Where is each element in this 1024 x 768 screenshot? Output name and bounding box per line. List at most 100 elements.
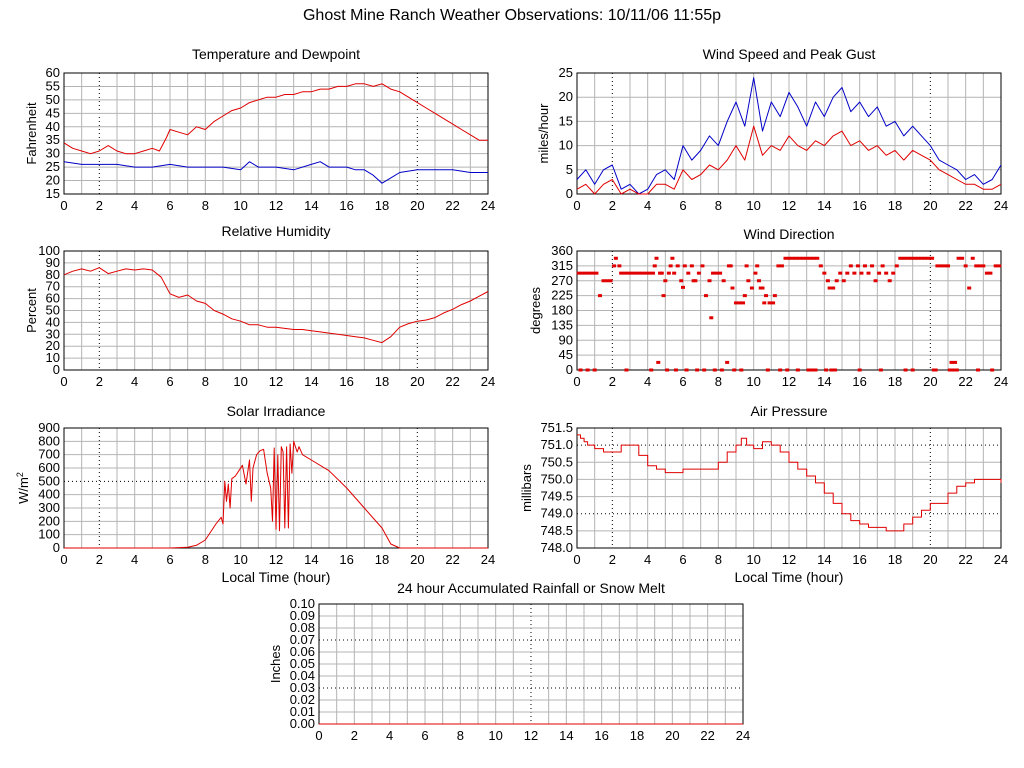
x-tick-label: 4 [386, 728, 393, 743]
y-tick-label: 90 [559, 332, 573, 347]
x-tick-label: 12 [782, 552, 796, 567]
x-tick-label: 8 [202, 198, 209, 213]
wind-direction-point [776, 264, 781, 268]
y-tick-label: 751.0 [540, 437, 573, 452]
y-tick-label: 751.5 [540, 420, 573, 435]
wind-direction-point [801, 256, 806, 260]
wind-direction-point [818, 264, 823, 268]
y-tick-label: 748.0 [540, 540, 573, 555]
x-tick-label: 16 [339, 198, 353, 213]
x-tick-label: 24 [994, 552, 1008, 567]
x-tick-label: 18 [888, 374, 902, 389]
x-tick-label: 0 [573, 374, 580, 389]
y-tick-label: 50 [46, 92, 60, 107]
wind-direction-point [862, 264, 867, 268]
y-tick-label: 100 [38, 243, 60, 258]
wind-direction-point [714, 271, 719, 275]
x-tick-label: 20 [923, 374, 937, 389]
wind-direction-point [841, 279, 846, 283]
y-tick-label: 225 [551, 288, 573, 303]
x-tick-label: 14 [817, 552, 831, 567]
wind-direction-point [728, 264, 733, 268]
chart-title: Temperature and Dewpoint [192, 46, 360, 62]
wind-direction-point [576, 271, 581, 275]
wind-direction-point [605, 279, 610, 283]
wind-direction-point [834, 279, 839, 283]
wind-direction-point [746, 279, 751, 283]
wind-direction-point [822, 271, 827, 275]
y-tick-label: 10 [559, 138, 573, 153]
wind-direction-point [700, 264, 705, 268]
chart-title: Wind Speed and Peak Gust [703, 46, 876, 62]
x-tick-label: 0 [315, 728, 322, 743]
wind-direction-point [633, 271, 638, 275]
wind-direction-point [663, 279, 668, 283]
x-tick-label: 24 [736, 728, 750, 743]
x-tick-label: 4 [644, 374, 651, 389]
x-tick-label: 6 [679, 552, 686, 567]
wind-direction-point [693, 279, 698, 283]
wind-direction-point [993, 264, 998, 268]
wind-direction-point [695, 368, 700, 372]
wind-direction-point [806, 368, 811, 372]
wind-direction-point [795, 368, 800, 372]
wind-direction-point [580, 271, 585, 275]
wind-direction-point [809, 368, 814, 372]
x-tick-label: 10 [233, 374, 247, 389]
wind-direction-point [702, 368, 707, 372]
x-tick-label: 14 [559, 728, 573, 743]
wind-direction-point [585, 368, 590, 372]
wind-direction-point [742, 294, 747, 298]
wind-direction-point [612, 264, 617, 268]
wind-direction-point [626, 271, 631, 275]
y-tick-label: 0.05 [290, 656, 315, 671]
y-tick-label: 25 [559, 65, 573, 80]
x-tick-label: 4 [131, 198, 138, 213]
x-tick-label: 14 [817, 374, 831, 389]
x-tick-label: 10 [746, 552, 760, 567]
wind-direction-point [949, 360, 954, 364]
wind-direction-point [915, 256, 920, 260]
wind-direction-point [709, 316, 714, 320]
x-tick-label: 4 [131, 552, 138, 567]
y-axis-label: W/m2 [15, 472, 31, 504]
y-tick-label: 0 [566, 362, 573, 377]
wind-direction-point [891, 271, 896, 275]
wind-direction-point [684, 368, 689, 372]
chart-rh: Relative Humidity01020304050607080901000… [24, 223, 495, 389]
y-tick-label: 45 [559, 347, 573, 362]
wind-direction-point [794, 256, 799, 260]
wind-direction-point [859, 271, 864, 275]
wind-direction-point [873, 279, 878, 283]
plot-frame [63, 427, 489, 549]
wind-direction-point [970, 256, 975, 260]
x-tick-label: 22 [700, 728, 714, 743]
wind-direction-point [825, 279, 830, 283]
wind-direction-point [670, 256, 675, 260]
wind-direction-point [636, 271, 641, 275]
plot-frame [63, 250, 489, 371]
chart-title: Air Pressure [750, 403, 827, 419]
y-tick-label: 5 [566, 162, 573, 177]
x-tick-label: 18 [630, 728, 644, 743]
x-tick-label: 12 [269, 552, 283, 567]
y-tick-label: 40 [46, 314, 60, 329]
wind-direction-point [930, 256, 935, 260]
series-line-0 [63, 83, 488, 155]
wind-direction-point [725, 360, 730, 364]
wind-direction-point [594, 271, 599, 275]
y-tick-label: 0.00 [290, 716, 315, 731]
x-axis-label: Local Time (hour) [222, 569, 331, 585]
series-line-0 [576, 77, 1002, 195]
wind-direction-point [785, 368, 790, 372]
wind-direction-point [753, 271, 758, 275]
wind-direction-point [597, 294, 602, 298]
y-tick-label: 0.08 [290, 620, 315, 635]
wind-direction-point [919, 256, 924, 260]
wind-direction-point [894, 264, 899, 268]
wind-direction-point [762, 301, 767, 305]
wind-direction-point [905, 256, 910, 260]
x-tick-label: 8 [202, 374, 209, 389]
wind-direction-point [624, 368, 629, 372]
x-tick-label: 10 [233, 198, 247, 213]
